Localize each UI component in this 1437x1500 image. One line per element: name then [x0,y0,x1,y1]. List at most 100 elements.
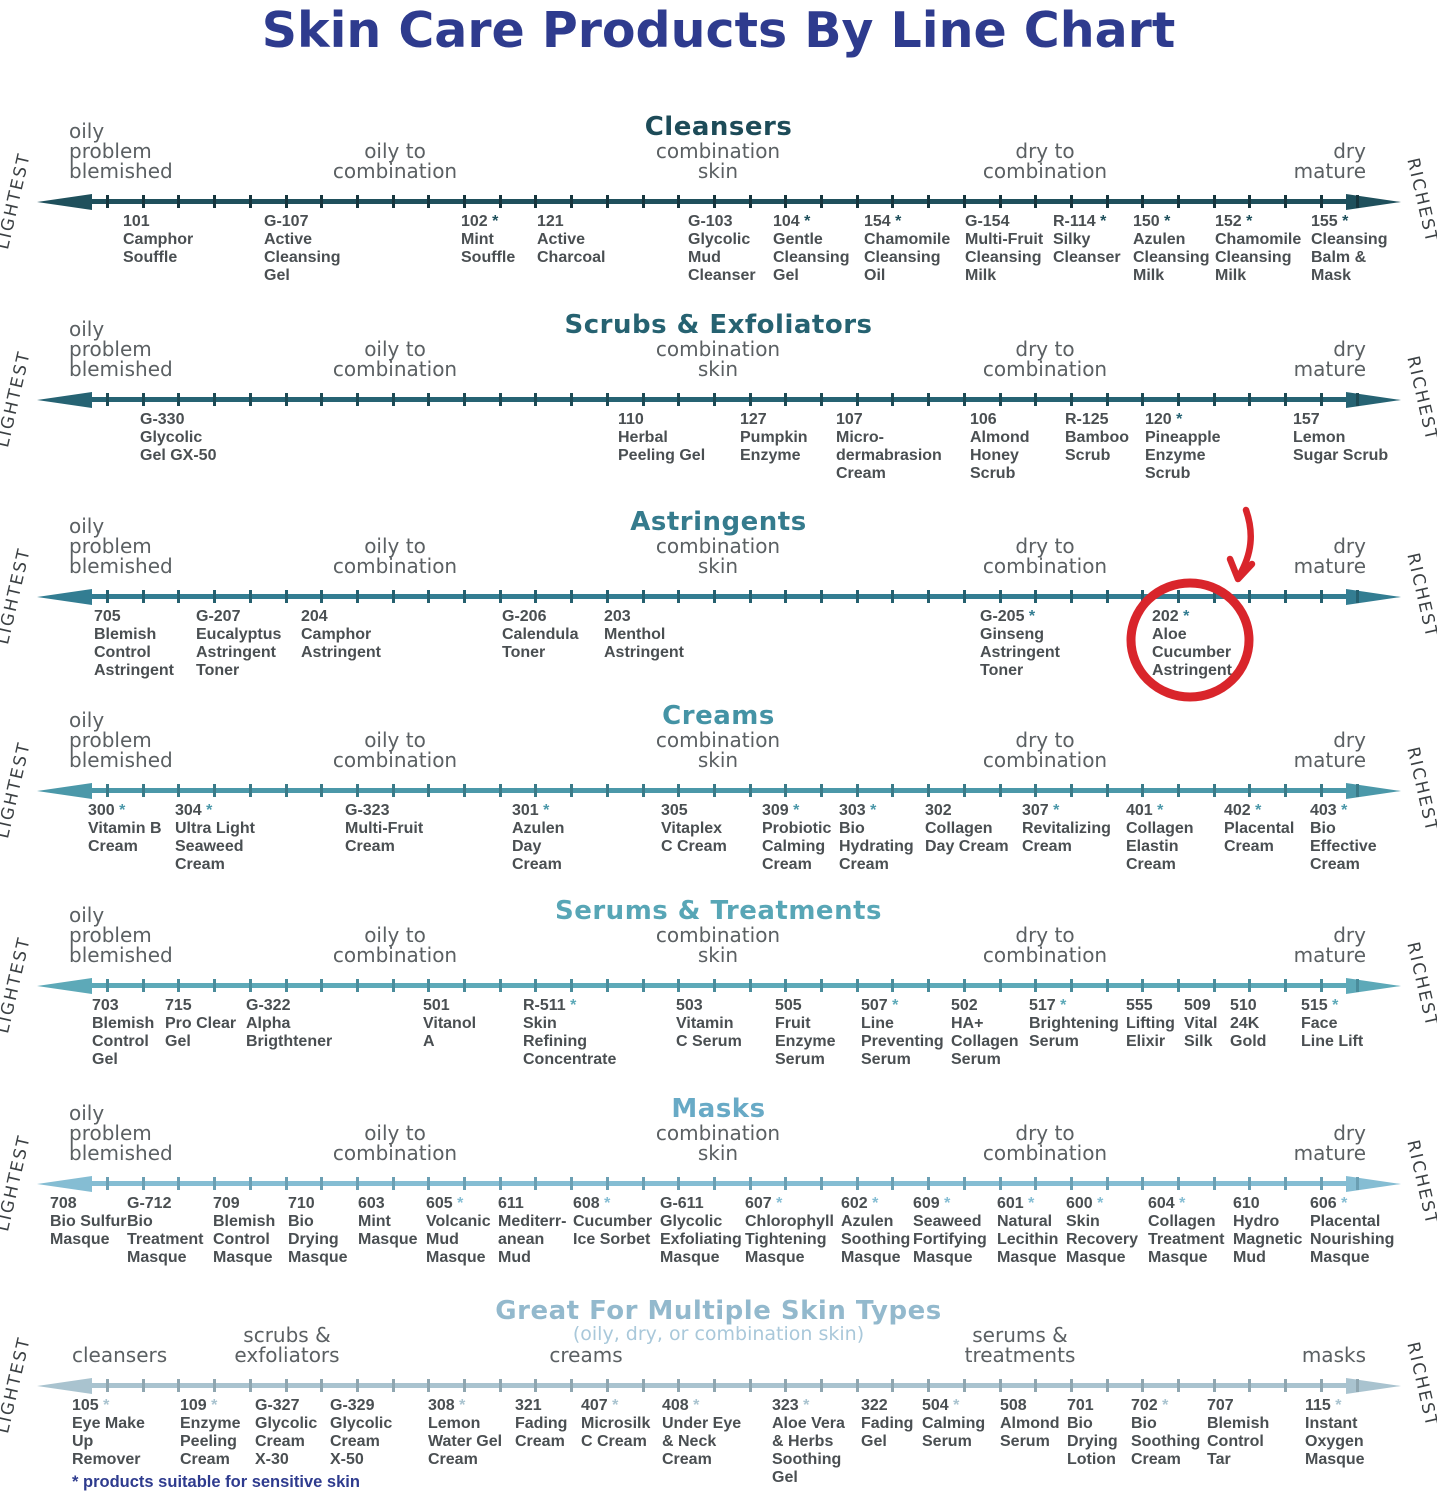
axis-tick [1069,392,1073,406]
axis-tick [891,589,895,603]
sensitive-skin-asterisk: * [1152,802,1164,819]
axis-tick [355,1378,359,1392]
product-name: Cucumber Ice Sorbet [573,1213,653,1248]
axis-tick [1141,589,1145,603]
sensitive-skin-asterisk: * [1095,213,1107,230]
product-code: 403 * [1310,802,1348,819]
axis-tick [927,783,931,797]
product-name: Blemish Control Astringent [94,626,174,679]
product-303: 303 * Bio Hydrating Cream [839,802,914,874]
product-name: Glycolic Cream X-50 [330,1415,393,1468]
axis-tick [927,392,931,406]
product-304: 304 * Ultra Light Seaweed Cream [175,802,255,874]
axis-tick [534,392,538,406]
axis-tick [1069,1378,1073,1392]
axis-tick [855,392,859,406]
product-code: G-323 [345,802,390,819]
product-G-712: G-712 Bio Treatment Masque [127,1195,203,1267]
axis-label-oily: oily problem blemished [69,903,173,967]
product-G-154: G-154 Multi-Fruit Cleansing Milk [965,213,1043,285]
product-name: Bio Soothing Cream [1131,1415,1201,1468]
axis-tick [1319,1378,1323,1392]
axis-tick [1105,392,1109,406]
axis-tick [498,392,502,406]
sensitive-skin-asterisk: * [867,1195,879,1212]
axis-tick [1284,1176,1288,1190]
axis-tick [427,978,431,992]
product-name: Multi-Fruit Cream [345,820,424,855]
axis-tick [605,1176,609,1190]
axis-tick [320,194,324,208]
product-code: 101 [123,213,150,230]
product-code: 611 [498,1195,524,1212]
product-code: 503 [676,997,703,1014]
product-code: 600 * [1066,1195,1104,1212]
axis-tick [355,194,359,208]
axis-tick [927,589,931,603]
product-code: G-207 [196,608,241,625]
axis-tick [641,392,645,406]
axis-label-dry-to: dry to combination [982,534,1108,578]
product-610: 610 Hydro Magnetic Mud [1233,1195,1302,1267]
product-name: Blemish Control Masque [213,1213,276,1266]
axis-tick [677,392,681,406]
product-607: 607 * Chlorophyll Tightening Masque [745,1195,834,1267]
axis-tick [534,783,538,797]
sensitive-skin-asterisk: * [565,997,577,1014]
sensitive-skin-asterisk: * [788,802,800,819]
axis-tick [1105,1176,1109,1190]
axis-tick [1284,978,1288,992]
product-name: Mint Masque [358,1213,418,1248]
product-code: 504 * [922,1397,960,1414]
axis-tick [891,392,895,406]
product-name: Active Charcoal [537,231,606,266]
product-code: 510 [1230,997,1257,1014]
axis-arrowhead-right-icon [1346,1378,1401,1394]
axis-tick [427,589,431,603]
axis-label-combination: combination skin [655,1121,781,1165]
product-name: Cleansing Balm & Mask [1311,231,1388,284]
axis-arrowhead-left-icon [37,194,92,210]
axis-tick [784,589,788,603]
axis-line [88,593,1350,599]
axis-label-oily: oily problem blemished [69,514,173,578]
axis-tick [106,589,109,603]
product-code: R-125 [1065,411,1109,428]
product-name: Aloe Vera & Herbs Soothing Gel [772,1415,845,1486]
product-code: 408 * [662,1397,700,1414]
product-code: G-205 * [980,608,1036,625]
product-code: 610 [1233,1195,1260,1212]
axis-tick [106,978,109,992]
axis-tick [712,392,716,406]
product-code: 608 * [573,1195,611,1212]
product-name: Skin Recovery Masque [1066,1213,1139,1266]
axis-label-dry-to: dry to combination [982,728,1108,772]
axis-tick [213,589,217,603]
axis-tick [820,1378,823,1392]
axis-tick [820,1176,823,1190]
product-120: 120 * Pineapple Enzyme Scrub [1145,411,1221,483]
product-name: Bio Drying Masque [288,1213,348,1266]
axis-tick [427,1378,431,1392]
axis-arrowhead-left-icon [37,392,92,408]
axis-tick [1141,1176,1145,1190]
axis-arrowhead-right-icon [1346,392,1401,408]
axis-tick [1034,978,1038,992]
product-107: 107 Micro- dermabrasion Cream [836,411,942,483]
product-name: Instant Oxygen Masque [1305,1415,1365,1468]
axis-tick [1212,392,1216,406]
product-code: 715 [165,997,192,1014]
axis-tick [570,392,574,406]
product-code: G-154 [965,213,1010,230]
product-name: Blemish Control Tar [1207,1415,1270,1468]
sensitive-skin-asterisk: * [487,213,499,230]
sensitive-skin-asterisk: * [1250,802,1262,819]
axis-tick [1284,194,1288,208]
axis-tick [1212,1378,1216,1392]
axis-tick [962,978,966,992]
axis-tick [712,783,716,797]
product-203: 203 Menthol Astringent [604,608,684,662]
product-name: Glycolic Exfoliating Masque [660,1213,742,1266]
axis-tick [891,1378,895,1392]
product-code: G-322 [246,997,291,1014]
